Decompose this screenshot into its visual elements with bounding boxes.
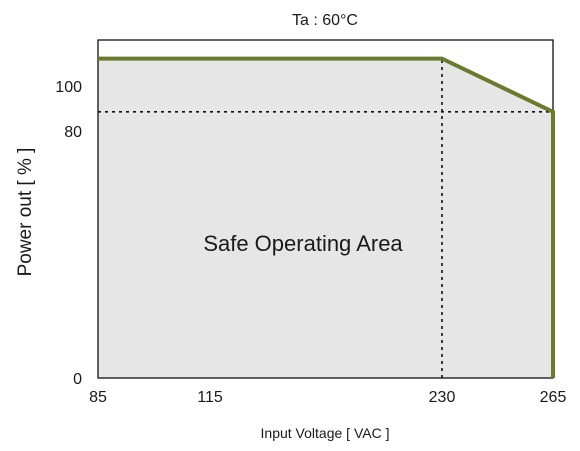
x-tick-label: 265 [540,389,567,406]
reference-lines [98,58,553,378]
y-tick-label: 0 [73,371,82,388]
y-axis-label: Power out [ % ] [15,148,36,277]
fill-layer [98,58,553,379]
y-tick-labels: 0 80 100 [55,79,82,388]
x-tick-label: 230 [429,389,456,406]
series-layer [98,56,555,378]
safe-area-fill [98,58,553,379]
x-tick-label: 85 [89,389,107,406]
y-tick-label: 80 [64,124,82,141]
x-tick-label: 115 [197,389,223,406]
x-axis-label: Input Voltage [ VAC ] [261,425,390,441]
x-tick-labels: 85 115 230 265 [89,389,566,406]
derating-curve [98,56,555,378]
y-tick-label: 100 [55,79,82,96]
region-label: Safe Operating Area [203,231,403,256]
chart-title: Ta : 60°C [292,12,358,29]
